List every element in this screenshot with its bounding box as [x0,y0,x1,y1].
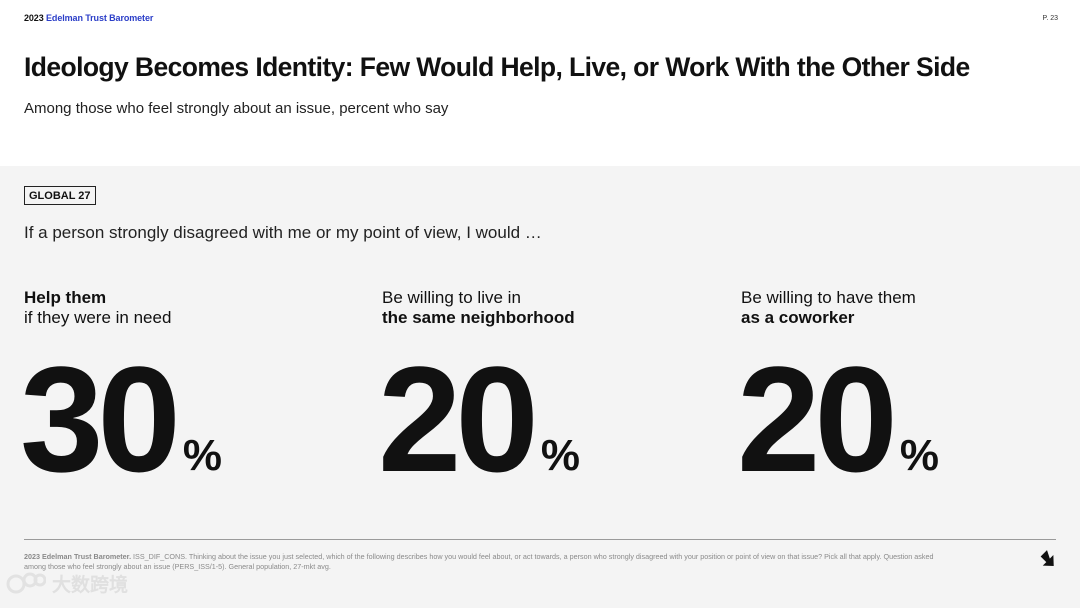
brand-label: 2023 Edelman Trust Barometer [24,13,153,23]
source-footnote: 2023 Edelman Trust Barometer. ISS_DIF_CO… [24,552,944,571]
page-title: Ideology Becomes Identity: Few Would Hel… [24,52,970,82]
brand-year: 2023 [24,13,44,23]
stat-unit: % [899,431,939,480]
stat-value-coworker: 20 % [737,335,939,503]
stat-unit: % [182,431,222,480]
stat-number: 30 [20,335,181,503]
stat-label-line2: as a coworker [741,308,855,327]
watermark-text: 大数跨境 [52,575,129,596]
stat-number: 20 [378,335,539,503]
stat-label-line2: the same neighborhood [382,308,575,327]
stat-value-help: 30 % [20,335,222,503]
page-subtitle: Among those who feel strongly about an i… [24,100,449,117]
header-area: 2023 Edelman Trust Barometer P. 23 Ideol… [0,0,1080,166]
watermark-logo-icon [6,572,46,593]
footnote-source: 2023 Edelman Trust Barometer. [24,552,132,561]
stat-unit: % [540,431,580,480]
content-panel: GLOBAL 27 If a person strongly disagreed… [0,166,1080,608]
brand-name: Edelman Trust Barometer [46,13,154,23]
stat-label-line1: Be willing to live in [382,288,521,307]
stat-label-line1: Help them [24,288,107,307]
region-tag: GLOBAL 27 [24,186,96,205]
question-prompt: If a person strongly disagreed with me o… [24,223,542,242]
watermark: 大数跨境 [6,570,128,597]
stat-label-line1: Be willing to have them [741,288,916,307]
stat-number: 20 [737,335,898,503]
stat-label-line2: if they were in need [24,308,172,327]
page-number: P. 23 [1042,15,1058,22]
arrow-down-right-icon[interactable] [1036,549,1058,571]
footnote-text: ISS_DIF_CONS. Thinking about the issue y… [24,552,934,571]
stat-label-help: Help them if they were in need [24,288,344,328]
footer-divider [24,539,1056,540]
stat-label-neighborhood: Be willing to live in the same neighborh… [382,288,702,328]
stat-label-coworker: Be willing to have them as a coworker [741,288,1061,328]
stat-value-neighborhood: 20 % [378,335,580,503]
